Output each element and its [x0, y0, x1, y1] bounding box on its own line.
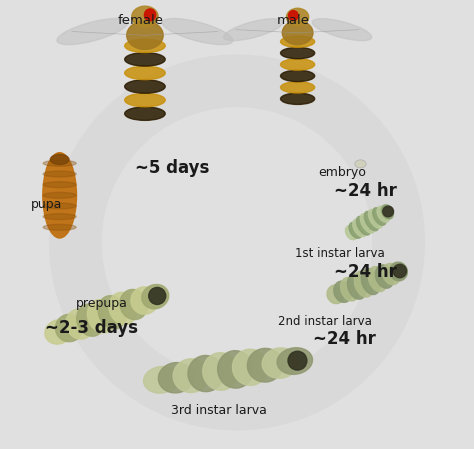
Ellipse shape	[365, 211, 379, 231]
Ellipse shape	[43, 192, 76, 198]
Ellipse shape	[281, 70, 315, 82]
Ellipse shape	[286, 8, 309, 26]
Ellipse shape	[55, 314, 82, 342]
Text: female: female	[118, 14, 164, 26]
Ellipse shape	[173, 359, 209, 392]
Ellipse shape	[77, 304, 105, 336]
Ellipse shape	[347, 274, 366, 299]
Ellipse shape	[109, 292, 137, 325]
Ellipse shape	[312, 19, 372, 40]
Ellipse shape	[383, 264, 401, 285]
Ellipse shape	[355, 160, 366, 168]
Ellipse shape	[327, 285, 345, 304]
Circle shape	[109, 114, 365, 370]
Text: ~24 hr: ~24 hr	[313, 330, 376, 348]
Ellipse shape	[360, 214, 374, 233]
Ellipse shape	[224, 19, 283, 40]
Ellipse shape	[277, 348, 312, 374]
Text: embryo: embryo	[319, 167, 366, 179]
Ellipse shape	[354, 271, 373, 297]
Ellipse shape	[232, 349, 268, 385]
Ellipse shape	[158, 362, 194, 393]
Ellipse shape	[142, 285, 169, 309]
Ellipse shape	[377, 206, 390, 222]
Ellipse shape	[125, 53, 165, 66]
Text: male: male	[277, 14, 310, 26]
Ellipse shape	[383, 206, 393, 217]
Ellipse shape	[125, 66, 165, 79]
Text: 1st instar larva: 1st instar larva	[295, 247, 385, 260]
Text: 2nd instar larva: 2nd instar larva	[278, 315, 372, 327]
Ellipse shape	[125, 107, 165, 120]
Ellipse shape	[125, 80, 165, 93]
Ellipse shape	[346, 225, 357, 240]
Ellipse shape	[289, 11, 298, 21]
Ellipse shape	[349, 222, 362, 238]
Ellipse shape	[127, 21, 163, 49]
Ellipse shape	[373, 208, 386, 225]
Ellipse shape	[162, 18, 233, 44]
Ellipse shape	[282, 21, 313, 45]
Ellipse shape	[98, 296, 126, 329]
Ellipse shape	[57, 18, 128, 44]
Text: pupa: pupa	[30, 198, 62, 211]
Ellipse shape	[43, 160, 76, 166]
Ellipse shape	[334, 281, 352, 302]
Ellipse shape	[125, 93, 165, 107]
Ellipse shape	[144, 366, 179, 393]
Ellipse shape	[281, 93, 315, 105]
Ellipse shape	[281, 82, 315, 93]
Ellipse shape	[50, 154, 69, 165]
Ellipse shape	[188, 356, 224, 392]
Ellipse shape	[393, 264, 407, 278]
Text: ~5 days: ~5 days	[135, 159, 209, 177]
Ellipse shape	[218, 351, 253, 388]
Ellipse shape	[281, 59, 315, 70]
Ellipse shape	[43, 153, 76, 238]
Ellipse shape	[281, 36, 315, 47]
Ellipse shape	[145, 9, 156, 21]
Ellipse shape	[356, 216, 371, 235]
Ellipse shape	[125, 39, 165, 53]
Ellipse shape	[203, 353, 238, 390]
Ellipse shape	[353, 219, 366, 237]
Text: 3rd instar larva: 3rd instar larva	[171, 405, 267, 417]
Ellipse shape	[262, 348, 298, 379]
Ellipse shape	[375, 265, 394, 288]
Ellipse shape	[43, 224, 76, 230]
Ellipse shape	[43, 171, 76, 177]
Ellipse shape	[87, 299, 116, 333]
Ellipse shape	[45, 320, 72, 344]
Ellipse shape	[43, 182, 76, 188]
Ellipse shape	[66, 309, 94, 339]
Text: ~2-3 days: ~2-3 days	[45, 319, 137, 337]
Ellipse shape	[132, 6, 158, 27]
Ellipse shape	[390, 262, 408, 281]
Ellipse shape	[368, 267, 387, 291]
Ellipse shape	[281, 48, 315, 59]
Ellipse shape	[120, 290, 147, 320]
Text: ~24 hr: ~24 hr	[334, 182, 396, 200]
Text: prepupa: prepupa	[76, 297, 128, 309]
Ellipse shape	[149, 287, 166, 304]
Ellipse shape	[368, 209, 383, 228]
Ellipse shape	[382, 205, 393, 219]
Ellipse shape	[247, 348, 283, 382]
Ellipse shape	[131, 287, 158, 314]
Text: ~24 hr: ~24 hr	[334, 263, 396, 281]
Ellipse shape	[43, 203, 76, 209]
Ellipse shape	[43, 214, 76, 220]
Ellipse shape	[288, 351, 307, 370]
Ellipse shape	[340, 277, 359, 301]
Ellipse shape	[361, 269, 380, 295]
